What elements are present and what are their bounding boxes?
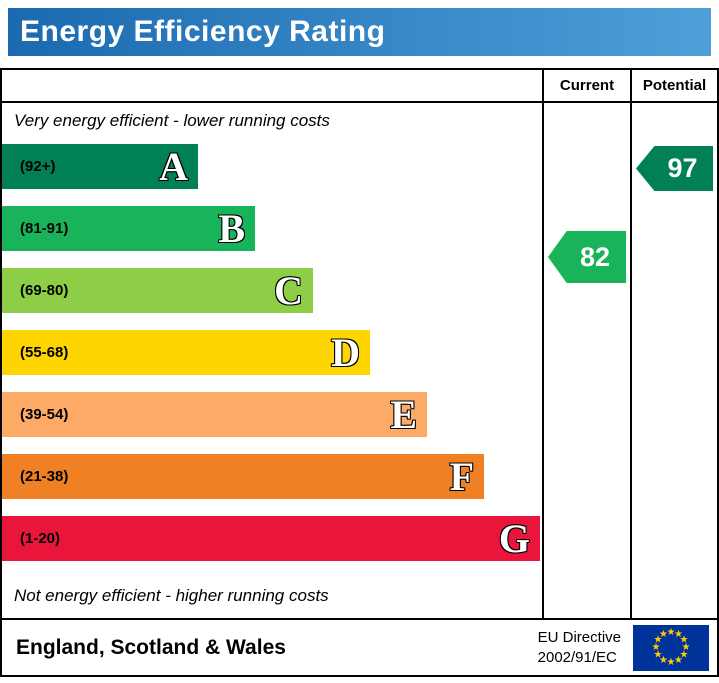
top-note: Very energy efficient - lower running co… bbox=[14, 111, 330, 130]
band-range-label: (55-68) bbox=[20, 344, 69, 361]
eu-directive-line2: 2002/91/EC bbox=[537, 648, 617, 666]
band-bar-g: (1-20) G bbox=[2, 516, 540, 561]
current-rating-value: 82 bbox=[579, 241, 611, 272]
current-column: 82 bbox=[542, 103, 630, 618]
band-range-label: (21-38) bbox=[20, 468, 69, 485]
header-spacer bbox=[2, 70, 542, 103]
band-letter: A bbox=[159, 144, 188, 189]
band-bar-c: (69-80) C bbox=[2, 268, 313, 313]
eu-flag-icon: ★ ★ ★ ★ ★ ★ ★ ★ ★ ★ ★ ★ bbox=[633, 624, 709, 671]
band-range-label: (81-91) bbox=[20, 220, 69, 237]
bands-area: Very energy efficient - lower running co… bbox=[2, 103, 542, 618]
banner: Energy Efficiency Rating bbox=[8, 8, 711, 56]
band-letter: F bbox=[449, 454, 474, 499]
eu-directive-label: EU Directive 2002/91/EC bbox=[538, 628, 621, 667]
band-letter: C bbox=[274, 268, 303, 313]
band-range-label: (92+) bbox=[20, 158, 56, 175]
band-range-label: (69-80) bbox=[20, 282, 69, 299]
band-bar-b: (81-91) B bbox=[2, 206, 255, 251]
column-header-potential: Potential bbox=[630, 70, 717, 103]
eu-directive-line1: EU Directive bbox=[537, 629, 621, 646]
rating-table: Current Potential Very energy efficient … bbox=[0, 68, 719, 620]
footer: England, Scotland & Wales EU Directive 2… bbox=[0, 620, 719, 677]
page-title: Energy Efficiency Rating bbox=[20, 15, 386, 48]
potential-rating-badge: 97 bbox=[636, 146, 713, 191]
band-bar-f: (21-38) F bbox=[2, 454, 484, 499]
column-header-current: Current bbox=[542, 70, 630, 103]
bottom-note: Not energy efficient - higher running co… bbox=[14, 586, 329, 605]
band-letter: E bbox=[390, 392, 417, 437]
band-letter: B bbox=[218, 206, 245, 251]
footer-region-label: England, Scotland & Wales bbox=[16, 635, 286, 659]
band-bar-e: (39-54) E bbox=[2, 392, 427, 437]
band-bars: (92+) A (81-91) B (69-80) C (55-68) D (3… bbox=[2, 144, 542, 578]
potential-column: 97 bbox=[630, 103, 717, 618]
band-letter: G bbox=[498, 516, 530, 561]
current-rating-badge: 82 bbox=[548, 231, 626, 283]
band-range-label: (39-54) bbox=[20, 406, 69, 423]
potential-rating-value: 97 bbox=[667, 153, 698, 183]
band-bar-d: (55-68) D bbox=[2, 330, 370, 375]
band-range-label: (1-20) bbox=[20, 530, 61, 547]
band-letter: D bbox=[331, 330, 360, 375]
band-bar-a: (92+) A bbox=[2, 144, 198, 189]
epc-chart-page: Energy Efficiency Rating Current Potenti… bbox=[0, 8, 719, 683]
